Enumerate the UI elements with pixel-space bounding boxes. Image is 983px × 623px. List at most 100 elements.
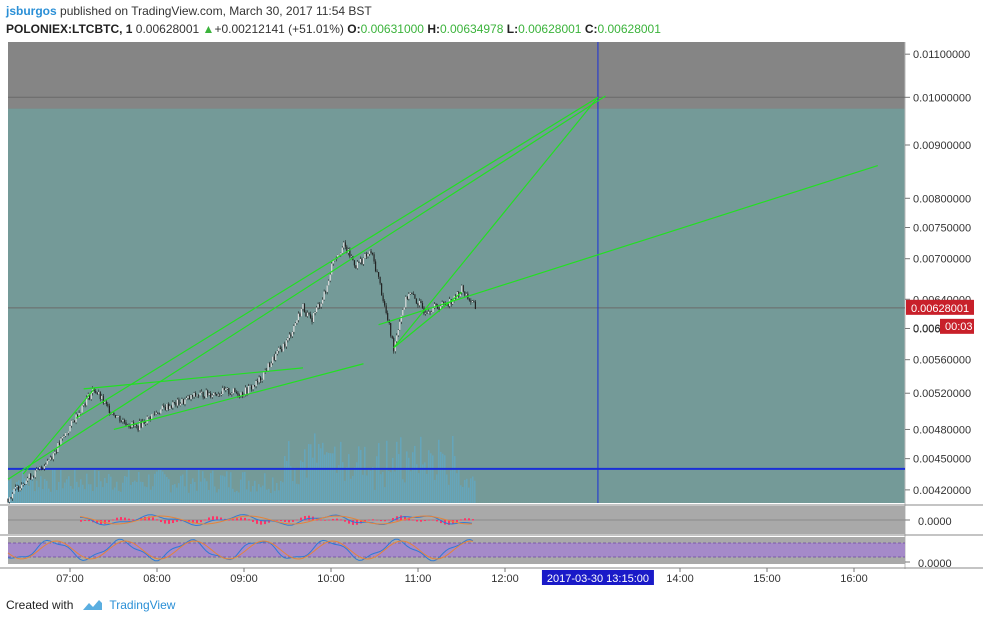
candle-body <box>344 242 346 247</box>
candle-body <box>61 436 64 439</box>
quote-legend: POLONIEX:LTCBTC, 1 0.00628001 ▲+0.002121… <box>6 22 661 36</box>
histogram-bar <box>96 520 98 524</box>
volume-bar <box>36 480 38 503</box>
volume-bar <box>468 487 470 503</box>
histogram-bar <box>352 520 354 525</box>
candle-body <box>129 426 132 428</box>
candle-body <box>459 292 461 297</box>
volume-bar <box>212 470 214 503</box>
candle-body <box>182 399 185 405</box>
candle-body <box>36 468 38 471</box>
candle-body <box>473 301 475 302</box>
volume-bar <box>436 474 438 503</box>
volume-bar <box>190 484 192 503</box>
candle-body <box>371 253 374 255</box>
candle-body <box>7 498 9 502</box>
candle-body <box>11 493 14 499</box>
candle-body <box>263 372 265 380</box>
volume-bar <box>26 482 28 503</box>
histogram-bar <box>196 520 198 524</box>
volume-bar <box>274 490 276 503</box>
histogram-bar <box>332 518 334 521</box>
histogram-bar <box>384 520 386 522</box>
candle-body <box>429 311 431 313</box>
volume-bar <box>56 489 58 503</box>
volume-bar <box>222 475 224 503</box>
volume-bar <box>246 489 248 503</box>
histogram-bar <box>376 519 378 521</box>
candle-body <box>461 285 463 293</box>
volume-bar <box>106 482 108 503</box>
candle-body <box>86 397 88 406</box>
candle-body <box>440 306 442 310</box>
volume-bar <box>208 489 210 503</box>
candle-body <box>343 242 345 248</box>
histogram-bar <box>248 519 250 521</box>
candle-body <box>299 313 301 317</box>
histogram-bar <box>104 520 106 524</box>
candle-body <box>349 249 351 257</box>
histogram-bar <box>164 520 166 524</box>
trendline <box>393 291 463 349</box>
volume-bar <box>394 471 396 503</box>
volume-bar <box>284 456 286 503</box>
trendline <box>7 95 606 480</box>
candle-body <box>237 392 239 396</box>
tradingview-link[interactable]: TradingView <box>109 598 176 612</box>
volume-bar <box>316 462 318 503</box>
candle-body <box>326 285 328 292</box>
volume-bar <box>104 477 106 503</box>
volume-bar <box>228 487 230 503</box>
candle-body <box>201 391 203 393</box>
volume-bar <box>16 481 18 503</box>
candle-body <box>34 470 36 478</box>
histogram-bar <box>324 520 326 521</box>
volume-bar <box>350 478 352 503</box>
histogram-bar <box>228 519 230 521</box>
volume-bar <box>294 467 296 503</box>
volume-bar <box>30 473 32 503</box>
volume-bar <box>110 476 112 503</box>
volume-bar <box>370 470 372 503</box>
volume-bar <box>120 491 122 503</box>
candle-body <box>154 413 156 415</box>
candle-body <box>465 293 467 296</box>
candle-body <box>30 473 32 480</box>
volume-bar <box>8 480 10 503</box>
volume-bar <box>34 491 36 503</box>
volume-bar <box>456 473 458 503</box>
trendline <box>378 164 878 326</box>
candle-body <box>163 405 165 407</box>
volume-bar <box>460 485 462 503</box>
symbol-label[interactable]: POLONIEX:LTCBTC, 1 <box>6 22 133 36</box>
volume-bar <box>336 472 338 503</box>
created-with-text: Created with <box>6 598 74 612</box>
volume-bar <box>422 464 424 503</box>
candle-body <box>143 421 145 424</box>
publish-header: jsburgos published on TradingView.com, M… <box>6 4 372 18</box>
volume-bar <box>266 489 268 503</box>
volume-bar <box>86 473 88 503</box>
volume-bar <box>322 442 324 503</box>
candle-body <box>300 308 303 317</box>
candle-body <box>134 425 136 426</box>
candle-body <box>474 301 477 309</box>
volume-bar <box>168 479 170 503</box>
author-link[interactable]: jsburgos <box>6 4 57 18</box>
candle-body <box>37 468 39 470</box>
candle-body <box>119 415 121 422</box>
volume-bar <box>88 484 90 503</box>
y-tick-label: 0.00420000 <box>913 485 971 497</box>
candle-body <box>284 343 286 347</box>
stoch-k-line <box>7 538 474 562</box>
candle-body <box>63 435 65 437</box>
candle-body <box>188 396 191 400</box>
candle-body <box>111 412 113 414</box>
candle-body <box>48 459 50 461</box>
volume-bar <box>464 479 466 503</box>
volume-bar <box>172 484 174 503</box>
candle-body <box>355 265 357 269</box>
volume-bar <box>94 469 96 503</box>
volume-bar <box>76 481 78 503</box>
candle-body <box>213 392 215 396</box>
